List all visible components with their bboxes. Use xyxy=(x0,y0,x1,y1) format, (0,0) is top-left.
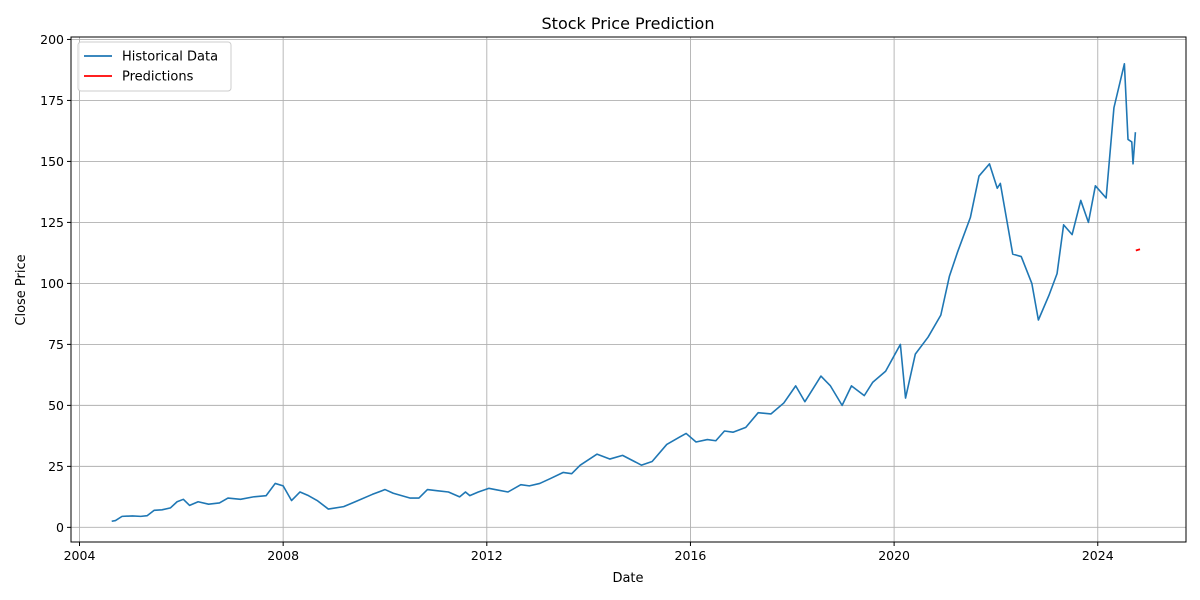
x-tick-label: 2020 xyxy=(878,548,910,563)
x-tick-label: 2004 xyxy=(64,548,96,563)
y-tick-label: 75 xyxy=(48,337,64,352)
series-line-predictions xyxy=(1135,248,1141,252)
series-layer xyxy=(111,63,1141,523)
x-tick-label: 2012 xyxy=(471,548,503,563)
plot-area-frame xyxy=(70,36,1187,543)
legend-box xyxy=(77,41,232,92)
series-line-historical-data xyxy=(111,63,1137,523)
x-tick-label: 2016 xyxy=(675,548,707,563)
y-tick-label: 25 xyxy=(48,459,64,474)
legend-label: Predictions xyxy=(122,70,194,85)
y-tick-label: 0 xyxy=(56,520,64,535)
x-tick-label: 2024 xyxy=(1082,548,1114,563)
y-tick-label: 125 xyxy=(40,215,64,230)
y-tick-label: 100 xyxy=(40,276,64,291)
y-tick-label: 150 xyxy=(40,154,64,169)
x-axis-label: Date xyxy=(612,571,643,586)
y-tick-label: 50 xyxy=(48,398,64,413)
legend: Historical Data Predictions xyxy=(77,41,232,92)
y-tick-label: 200 xyxy=(40,32,64,47)
chart-title: Stock Price Prediction xyxy=(542,14,715,33)
grid xyxy=(71,37,1186,542)
y-axis-label: Close Price xyxy=(14,254,29,325)
y-tick-label: 175 xyxy=(40,93,64,108)
legend-label: Historical Data xyxy=(122,50,218,65)
ticks: 2004 2008 2012 2016 2020 2024 0 25 50 75 100 125 150… xyxy=(40,32,1114,563)
x-tick-label: 2008 xyxy=(267,548,299,563)
